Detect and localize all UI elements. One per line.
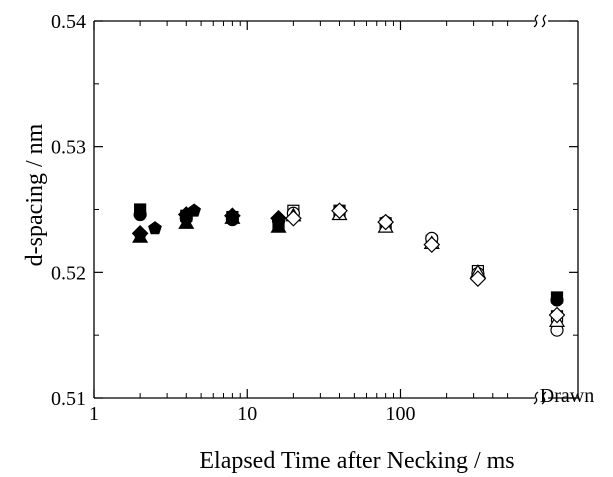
pentagon-marker xyxy=(225,211,240,225)
axis-break-mark xyxy=(541,391,547,405)
circle-marker xyxy=(133,207,147,222)
x-axis-title: Elapsed Time after Necking / ms xyxy=(199,448,514,474)
y-tick-label: 0.52 xyxy=(51,262,86,284)
axis-break-mark xyxy=(533,391,539,405)
y-tick-label: 0.54 xyxy=(51,11,86,33)
circle-marker xyxy=(550,293,564,307)
y-axis-ticks: 0.51 0.52 0.53 0.54 xyxy=(51,11,578,410)
pentagon-marker xyxy=(271,212,286,226)
y-tick-label: 0.53 xyxy=(51,137,86,159)
axis-break-mark xyxy=(541,14,547,28)
y-axis-title: d-spacing / nm xyxy=(22,123,48,266)
axis-break-marks xyxy=(533,14,547,405)
x-tick-label-drawn: Drawn xyxy=(540,385,594,407)
data-points xyxy=(131,202,566,337)
diamond-marker xyxy=(423,236,441,254)
diamond-marker xyxy=(285,209,302,227)
diamond-marker xyxy=(331,202,348,220)
x-axis-ticks: 1 10 100 xyxy=(89,21,509,425)
y-tick-label: 0.51 xyxy=(51,388,86,410)
x-tick-label: 10 xyxy=(237,403,257,425)
pentagon-marker xyxy=(148,221,162,235)
axis-break-mark xyxy=(533,14,539,28)
x-tick-label: 100 xyxy=(385,403,415,425)
diamond-marker xyxy=(548,306,566,324)
pentagon-marker xyxy=(133,227,148,241)
pentagon-marker xyxy=(187,203,201,217)
x-tick-label: 1 xyxy=(89,403,99,425)
diamond-marker xyxy=(377,213,394,231)
diamond-marker xyxy=(469,270,487,287)
